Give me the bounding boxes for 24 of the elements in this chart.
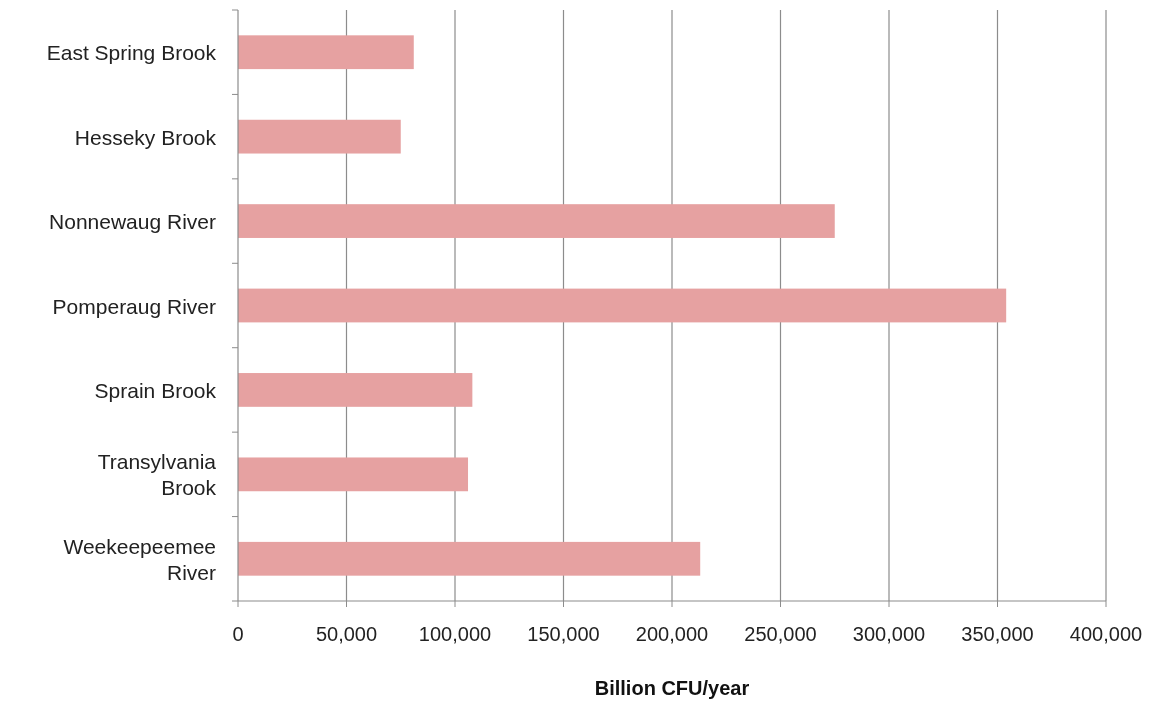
x-tick-label: 100,000: [418, 623, 492, 645]
bar: [238, 541, 701, 576]
bar: [238, 35, 414, 70]
y-tick-label: Transylvania Brook: [97, 449, 217, 499]
x-axis-title: Billion CFU/year: [594, 677, 750, 699]
y-tick-label: Sprain Brook: [94, 378, 217, 402]
x-tick-label: 400,000: [1069, 623, 1143, 645]
x-tick-label: 50,000: [315, 623, 378, 645]
x-tick-label: 150,000: [527, 623, 600, 645]
bar: [238, 204, 835, 238]
bar: [238, 457, 469, 492]
bar: [238, 373, 473, 407]
bar: [238, 288, 1007, 323]
bar: [238, 119, 401, 154]
x-tick-label: 250,000: [744, 623, 817, 645]
x-tick-label: 350,000: [961, 623, 1034, 645]
x-tick-label: 300,000: [852, 623, 926, 645]
y-tick-label: Hesseky Brook: [74, 125, 217, 149]
x-tick-label: 200,000: [635, 623, 709, 645]
y-tick-label: Nonnewaug River: [49, 209, 216, 233]
y-tick-label: Weekeepeemee River: [63, 534, 216, 584]
y-tick-label: East Spring Brook: [46, 40, 217, 64]
y-tick-label: Pomperaug River: [52, 294, 217, 317]
x-tick-label: 0: [232, 623, 244, 645]
